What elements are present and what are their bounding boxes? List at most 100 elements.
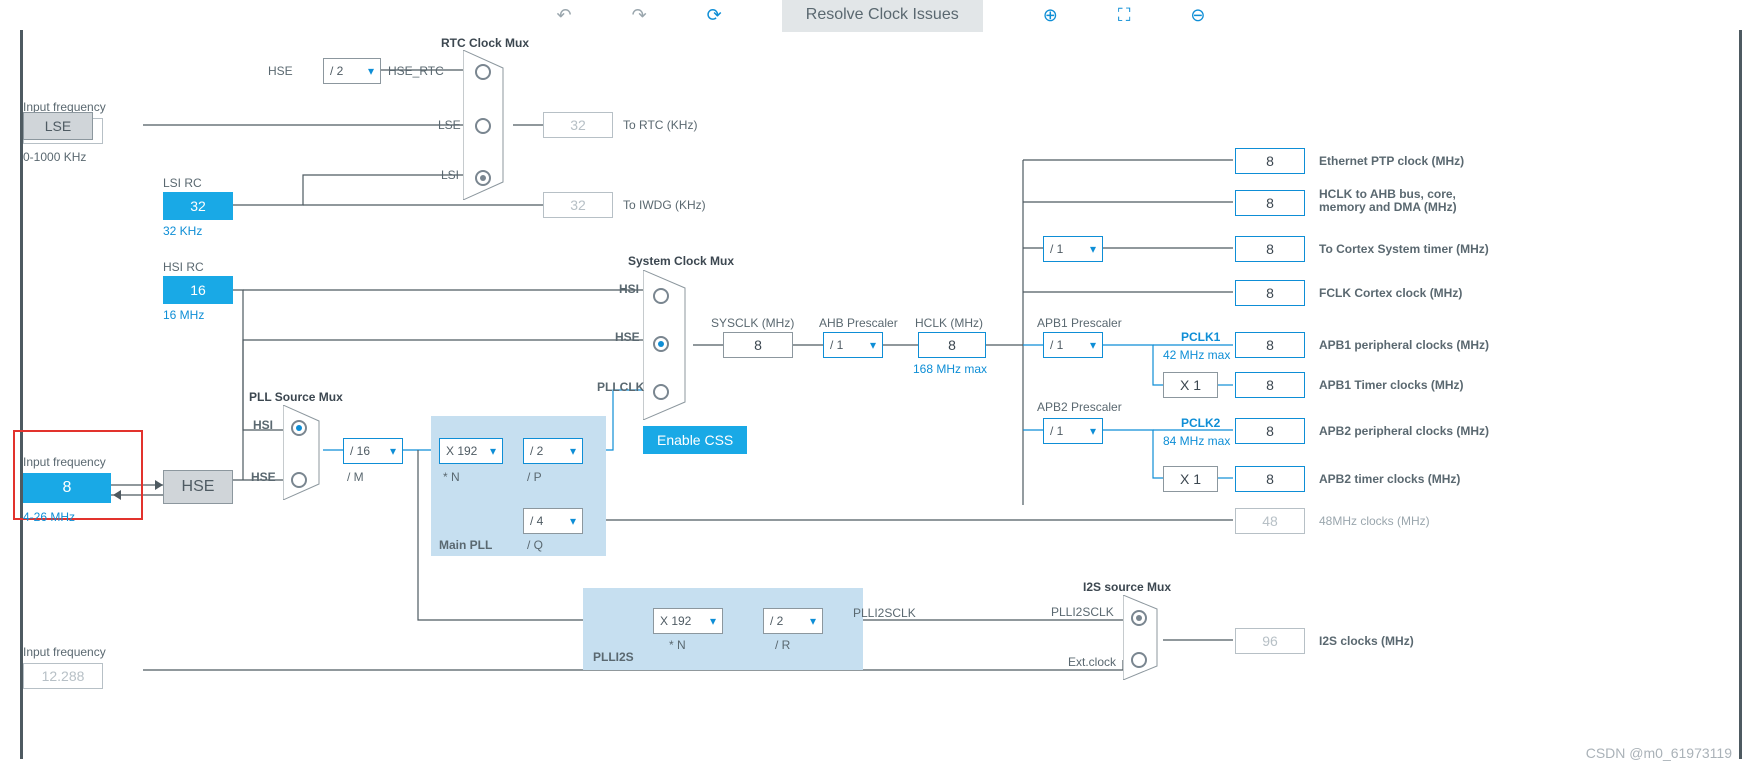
zoom-out-icon[interactable]: ⊖ (1190, 5, 1205, 26)
pllsrc-radio-hse[interactable] (291, 472, 307, 488)
main-pll-title: Main PLL (439, 538, 492, 552)
sys-radio-hse[interactable] (653, 336, 669, 352)
pll-p-lbl: / P (527, 470, 542, 484)
plli2s-r-lbl: / R (775, 638, 790, 652)
apb2-mult: X 1 (1163, 466, 1218, 492)
chevron-down-icon: ▾ (368, 64, 374, 78)
plli2s-title: PLLI2S (593, 650, 634, 664)
redo-icon[interactable]: ↷ (632, 5, 647, 26)
rtc-out: 32 (543, 112, 613, 138)
undo-icon[interactable]: ↶ (556, 5, 571, 26)
hsi-value: 16 (163, 276, 233, 304)
hse-source-box[interactable]: HSE (163, 470, 233, 504)
pll-q-dd[interactable]: / 4▾ (523, 508, 583, 534)
pll-p-dd[interactable]: / 2▾ (523, 438, 583, 464)
out-cortex-lbl: To Cortex System timer (MHz) (1319, 242, 1489, 256)
out-eth-lbl: Ethernet PTP clock (MHz) (1319, 154, 1464, 168)
pll-src-title: PLL Source Mux (249, 390, 343, 404)
sys-pllclk: PLLCLK (597, 380, 644, 394)
out-cortex[interactable]: 8 (1235, 236, 1305, 262)
enable-css-button[interactable]: Enable CSS (643, 426, 747, 454)
i2s-mux-title: I2S source Mux (1083, 580, 1171, 594)
zoom-in-icon[interactable]: ⊕ (1043, 5, 1058, 26)
rtc-radio-lse[interactable] (475, 118, 491, 134)
arrow-right-icon (155, 480, 163, 490)
rtc-lsi-lbl: LSI (441, 168, 459, 182)
chevron-down-icon: ▾ (1090, 338, 1096, 352)
sysclk-lbl: SYSCLK (MHz) (711, 316, 794, 330)
chevron-down-icon: ▾ (390, 444, 396, 458)
hse-freq-label: Input frequency (23, 455, 106, 469)
plli2s-r-dd[interactable]: / 2▾ (763, 608, 823, 634)
apb1-dd[interactable]: / 1▾ (1043, 332, 1103, 358)
fit-icon[interactable]: ⛶ (1118, 5, 1131, 26)
rtc-radio-hse[interactable] (475, 64, 491, 80)
iwdg-out: 32 (543, 192, 613, 218)
rtc-hse-div[interactable]: / 2▾ (323, 58, 381, 84)
out-48-lbl: 48MHz clocks (MHz) (1319, 514, 1430, 528)
apb2-dd[interactable]: / 1▾ (1043, 418, 1103, 444)
sysclk-mux[interactable] (643, 270, 698, 420)
lsi-value: 32 (163, 192, 233, 220)
watermark: CSDN @m0_61973119 (1586, 745, 1732, 761)
out-apb2p-lbl: APB2 peripheral clocks (MHz) (1319, 424, 1489, 438)
i2s-in-value[interactable]: 12.288 (23, 663, 103, 689)
sys-hse: HSE (615, 330, 640, 344)
apb1-pclk: PCLK1 (1181, 330, 1220, 344)
out-apb2p[interactable]: 8 (1235, 418, 1305, 444)
out-hclk-lbl: HCLK to AHB bus, core, memory and DMA (M… (1319, 188, 1499, 214)
rtc-hse-lbl: HSE (268, 64, 293, 78)
hse-input[interactable]: 8 (23, 473, 111, 503)
iwdg-lbl: To IWDG (KHz) (623, 198, 706, 212)
sysclk-val[interactable]: 8 (723, 332, 793, 358)
i2s-radio-1[interactable] (1131, 610, 1147, 626)
lsi-label: LSI RC (163, 176, 202, 190)
hsi-unit: 16 MHz (163, 308, 204, 322)
sysclk-mux-title: System Clock Mux (628, 254, 734, 268)
chevron-down-icon: ▾ (490, 444, 496, 458)
out-apb1p[interactable]: 8 (1235, 332, 1305, 358)
pllsrc-radio-hsi[interactable] (291, 420, 307, 436)
hclk-lbl: HCLK (MHz) (915, 316, 983, 330)
sys-radio-pllclk[interactable] (653, 384, 669, 400)
clock-canvas: Input frequency 32.768 0-1000 KHz LSE LS… (20, 30, 1742, 759)
ahb-dd[interactable]: / 1▾ (823, 332, 883, 358)
refresh-icon[interactable]: ⟳ (707, 5, 722, 26)
pll-n-lbl: * N (443, 470, 460, 484)
i2s-mux-in2: Ext.clock (1068, 655, 1116, 669)
hclk-val[interactable]: 8 (918, 332, 986, 358)
out-apb2t[interactable]: 8 (1235, 466, 1305, 492)
apb1-max: 42 MHz max (1163, 348, 1230, 362)
i2s-mux-in1: PLLI2SCLK (1051, 605, 1114, 619)
i2s-radio-2[interactable] (1131, 652, 1147, 668)
cortex-div-dd[interactable]: / 1▾ (1043, 236, 1103, 262)
sys-radio-hsi[interactable] (653, 288, 669, 304)
apb2-max: 84 MHz max (1163, 434, 1230, 448)
out-fclk[interactable]: 8 (1235, 280, 1305, 306)
lsi-unit: 32 KHz (163, 224, 202, 238)
plli2s-n-lbl: * N (669, 638, 686, 652)
pll-n-dd[interactable]: X 192▾ (439, 438, 503, 464)
rtc-lse-lbl: LSE (438, 118, 461, 132)
i2s-in-label: Input frequency (23, 645, 106, 659)
rtc-radio-lsi[interactable] (475, 170, 491, 186)
apb1-lbl: APB1 Prescaler (1037, 316, 1122, 330)
lse-source-box[interactable]: LSE (23, 112, 93, 140)
out-fclk-lbl: FCLK Cortex clock (MHz) (1319, 286, 1462, 300)
apb1-mult: X 1 (1163, 372, 1218, 398)
out-hclk[interactable]: 8 (1235, 190, 1305, 216)
toolbar: ↶ ↷ ⟳ Resolve Clock Issues ⊕ ⛶ ⊖ (0, 0, 1762, 30)
pll-m-dd[interactable]: / 16▾ (343, 438, 403, 464)
out-apb2t-lbl: APB2 timer clocks (MHz) (1319, 472, 1460, 486)
out-eth[interactable]: 8 (1235, 148, 1305, 174)
hse-range: 4-26 MHz (23, 510, 75, 524)
resolve-clock-issues-button[interactable]: Resolve Clock Issues (782, 0, 983, 32)
hclk-max: 168 MHz max (913, 362, 987, 376)
i2s-mux[interactable] (1123, 595, 1168, 680)
out-apb1t[interactable]: 8 (1235, 372, 1305, 398)
pll-src-mux[interactable] (283, 405, 328, 500)
plli2s-n-dd[interactable]: X 192▾ (653, 608, 723, 634)
plli2s-clk-lbl: PLLI2SCLK (853, 606, 916, 620)
rtc-out-lbl: To RTC (KHz) (623, 118, 697, 132)
out-i2s: 96 (1235, 628, 1305, 654)
